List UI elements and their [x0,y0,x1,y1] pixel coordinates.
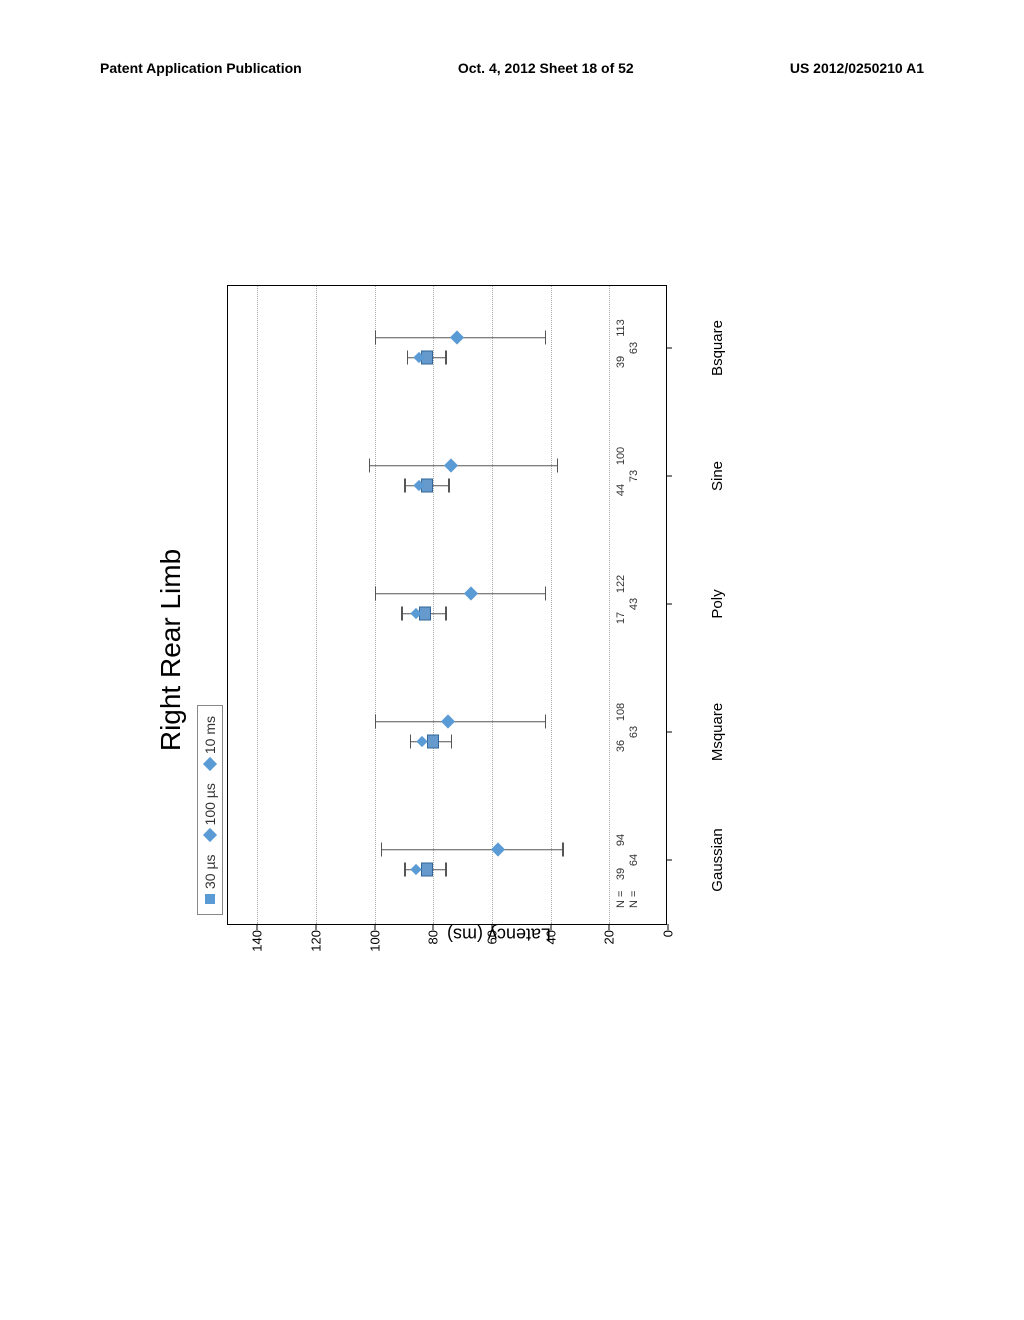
n-prefix: N = [615,891,627,908]
whisker-cap [404,863,406,877]
figure-container: Right Rear Limb 30 µs 100 µs 10 ms Laten… [155,325,855,975]
legend-label: 30 µs [202,854,218,889]
y-tick-label: 20 [602,930,617,964]
n-value: 63 [628,726,640,738]
square-icon [205,894,215,904]
y-tick-label: 0 [661,930,676,964]
y-tick-label: 120 [309,930,324,964]
whisker [375,721,545,723]
whisker-cap [407,351,409,365]
whisker-cap [445,863,447,877]
y-tick-label: 40 [543,930,558,964]
n-value: 108 [615,703,627,721]
diamond-marker [441,715,455,729]
gridline [375,286,376,924]
whisker-cap [448,479,450,493]
box-marker [421,863,433,877]
x-tick-mark [666,860,672,861]
x-category-label: Gaussian [709,828,726,891]
diamond-icon [203,828,217,842]
n-value: 73 [628,470,640,482]
chart-title: Right Rear Limb [155,325,187,975]
whisker-cap [545,331,547,345]
series-b-group [228,338,668,339]
n-prefix: N = [628,891,640,908]
whisker [369,465,557,467]
series-b-group [228,466,668,467]
x-category-label: Poly [709,589,726,618]
n-value: 43 [628,598,640,610]
whisker-cap [375,331,377,345]
whisker-cap [369,459,371,473]
gridline [257,286,258,924]
series-b-group [228,850,668,851]
whisker-cap [381,843,383,857]
diamond-marker-small [410,864,421,875]
y-tick-label: 140 [250,930,265,964]
whisker-cap [401,607,403,621]
x-tick-mark [666,476,672,477]
whisker-cap [545,715,547,729]
diamond-marker [464,587,478,601]
y-tick-label: 80 [426,930,441,964]
whisker-cap [375,587,377,601]
diamond-marker [444,459,458,473]
gridline [492,286,493,924]
header-right: US 2012/0250210 A1 [790,60,924,76]
gridline [433,286,434,924]
header-left: Patent Application Publication [100,60,302,76]
gridline [316,286,317,924]
box-marker [427,735,439,749]
whisker-cap [410,735,412,749]
whisker-cap [562,843,564,857]
y-tick-label: 60 [485,930,500,964]
legend-item-10ms: 10 ms [202,716,218,769]
x-category-label: Bsquare [709,320,726,376]
whisker-cap [557,459,559,473]
x-tick-mark [666,604,672,605]
whisker [375,593,545,595]
gridline [551,286,552,924]
diamond-marker [450,331,464,345]
series-a-group [228,870,668,871]
n-value: 64 [628,854,640,866]
legend-label: 100 µs [202,783,218,825]
series-b-group [228,594,668,595]
legend-item-30us: 30 µs [202,854,218,904]
whisker-cap [545,587,547,601]
n-value: 63 [628,342,640,354]
series-a-group [228,358,668,359]
chart-plot-area: Latency (ms) 020406080100120140GaussianM… [227,285,667,925]
whisker-cap [404,479,406,493]
whisker-cap [445,607,447,621]
whisker [381,849,563,851]
whisker-cap [375,715,377,729]
header-center: Oct. 4, 2012 Sheet 18 of 52 [458,60,634,76]
series-b-group [228,722,668,723]
series-a-group [228,614,668,615]
n-value: 94 [615,834,627,846]
legend: 30 µs 100 µs 10 ms [197,705,223,915]
n-value: 100 [615,447,627,465]
n-value: 113 [615,319,627,337]
x-tick-mark [666,348,672,349]
series-a-group [228,486,668,487]
x-tick-mark [666,732,672,733]
y-tick-label: 100 [367,930,382,964]
legend-label: 10 ms [202,716,218,754]
page-header: Patent Application Publication Oct. 4, 2… [100,60,924,76]
whisker-cap [445,351,447,365]
diamond-icon [203,757,217,771]
x-category-label: Msquare [709,703,726,761]
legend-item-100us: 100 µs [202,783,218,840]
x-category-label: Sine [709,461,726,491]
gridline [609,286,610,924]
diamond-marker-small [416,736,427,747]
n-value: 122 [615,575,627,593]
series-a-group [228,742,668,743]
whisker-cap [451,735,453,749]
